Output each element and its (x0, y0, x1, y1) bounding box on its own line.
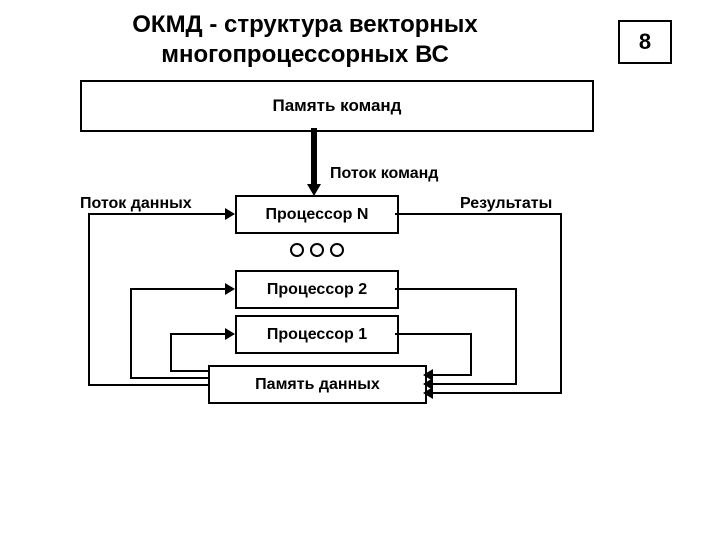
data-memory-label: Память данных (255, 376, 380, 394)
diagram-canvas: ОКМД - структура векторных многопроцессо… (0, 0, 720, 540)
instr-arrow-shaft (311, 128, 317, 184)
right-route-h-bottom (432, 374, 472, 376)
title-line2: многопроцессорных ВС (161, 41, 449, 68)
processor-1-label: Процессор 1 (267, 326, 367, 344)
left-route-h-bottom (88, 384, 208, 386)
instruction-stream-label: Поток команд (330, 165, 438, 183)
processor-1-box: Процессор 1 (235, 315, 399, 354)
left-route-v (88, 213, 90, 386)
ellipsis-dot (290, 243, 304, 257)
title-line1: ОКМД - структура векторных (132, 11, 478, 38)
right-route-h-bottom (432, 383, 517, 385)
page-number: 8 (639, 29, 651, 55)
right-route-v (560, 213, 562, 394)
diagram-title: ОКМД - структура векторных многопроцессо… (90, 10, 520, 70)
data-memory-box: Память данных (208, 365, 427, 404)
left-route-h-bottom (170, 370, 208, 372)
left-route-arrowhead (225, 208, 235, 220)
right-route-h-top (395, 213, 562, 215)
processor-n-label: Процессор N (266, 206, 369, 224)
processor-2-label: Процессор 2 (267, 281, 367, 299)
processor-2-box: Процессор 2 (235, 270, 399, 309)
left-route-arrowhead (225, 328, 235, 340)
left-route-h-top (88, 213, 226, 215)
right-route-v (515, 288, 517, 385)
results-label: Результаты (460, 195, 552, 213)
processor-n-box: Процессор N (235, 195, 399, 234)
right-route-v (470, 333, 472, 376)
right-route-h-top (395, 333, 472, 335)
left-route-v (170, 333, 172, 372)
left-route-h-top (130, 288, 226, 290)
instruction-memory-box: Память команд (80, 80, 594, 132)
left-route-arrowhead (225, 283, 235, 295)
instruction-memory-label: Память команд (273, 96, 402, 116)
instr-arrow-head (307, 184, 321, 196)
left-route-v (130, 288, 132, 379)
right-route-h-bottom (432, 392, 562, 394)
data-stream-label: Поток данных (80, 195, 192, 213)
right-route-h-top (395, 288, 517, 290)
left-route-h-top (170, 333, 226, 335)
page-number-box: 8 (618, 20, 672, 64)
right-route-arrowhead (423, 369, 433, 381)
left-route-h-bottom (130, 377, 208, 379)
ellipsis-dot (330, 243, 344, 257)
ellipsis-dot (310, 243, 324, 257)
